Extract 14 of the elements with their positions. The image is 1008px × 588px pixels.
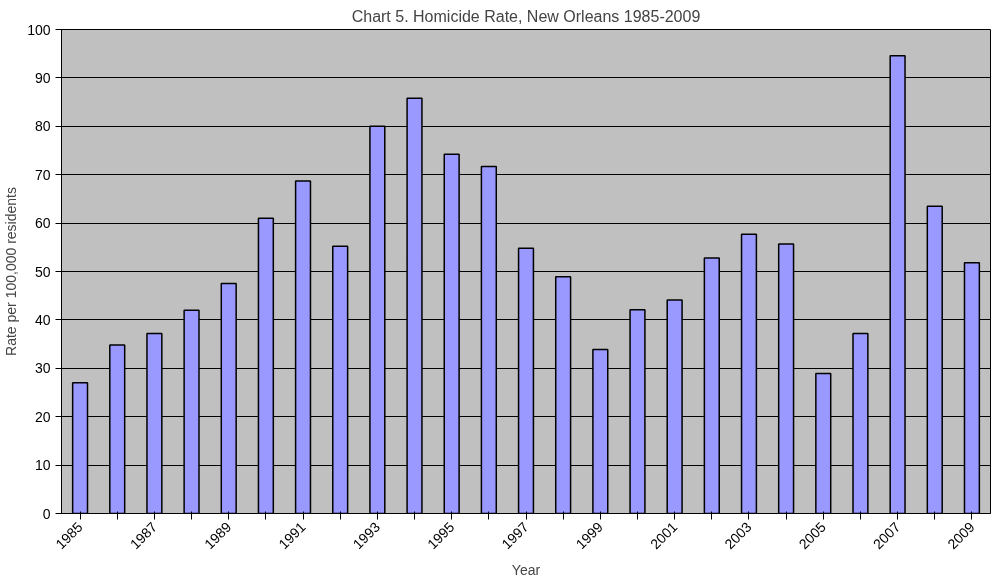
y-tick-label: 100 bbox=[27, 21, 51, 38]
y-tick-label: 80 bbox=[34, 118, 51, 135]
chart-title: Chart 5. Homicide Rate, New Orleans 1985-2009 bbox=[351, 7, 701, 25]
x-axis-title: Year bbox=[511, 561, 541, 578]
y-tick-label: 30 bbox=[34, 360, 51, 377]
y-tick-label: 70 bbox=[34, 166, 51, 183]
y-axis-title: Rate per 100,000 residents bbox=[3, 187, 20, 356]
y-tick-label: 0 bbox=[42, 505, 51, 522]
y-tick-label: 50 bbox=[34, 263, 51, 280]
y-tick-label: 60 bbox=[34, 215, 51, 232]
y-tick-label: 90 bbox=[34, 69, 51, 86]
y-tick-label: 40 bbox=[34, 311, 51, 328]
y-tick-label: 10 bbox=[34, 457, 51, 474]
y-tick-label: 20 bbox=[34, 408, 51, 425]
